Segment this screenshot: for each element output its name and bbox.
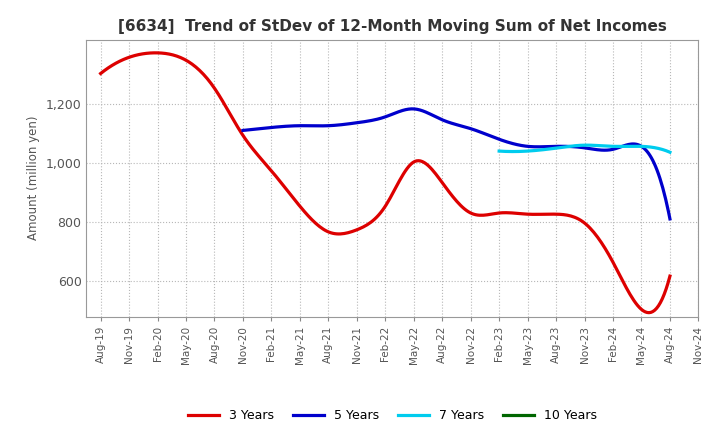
7 Years — [582, 143, 591, 148]
3 Years — [435, 176, 444, 182]
5 Years — [240, 128, 248, 133]
3 Years — [614, 270, 623, 275]
7 Years — [495, 148, 504, 154]
3 Years — [151, 50, 160, 55]
7 Years — [639, 144, 648, 149]
Legend: 3 Years, 5 Years, 7 Years, 10 Years: 3 Years, 5 Years, 7 Years, 10 Years — [183, 404, 602, 427]
7 Years — [600, 143, 608, 149]
7 Years — [650, 145, 659, 150]
Y-axis label: Amount (million yen): Amount (million yen) — [27, 116, 40, 240]
3 Years — [446, 192, 455, 197]
5 Years — [494, 136, 503, 142]
5 Years — [238, 128, 247, 133]
3 Years — [665, 274, 674, 279]
5 Years — [600, 147, 608, 153]
3 Years — [437, 179, 446, 184]
5 Years — [501, 139, 510, 144]
7 Years — [596, 143, 605, 148]
5 Years — [408, 106, 417, 111]
7 Years — [495, 148, 503, 154]
Line: 5 Years: 5 Years — [243, 109, 670, 219]
3 Years — [578, 219, 587, 224]
5 Years — [492, 136, 501, 141]
Line: 7 Years: 7 Years — [499, 145, 670, 152]
5 Years — [665, 216, 674, 221]
3 Years — [644, 310, 653, 315]
7 Years — [597, 143, 606, 148]
5 Years — [627, 141, 636, 147]
3 Years — [96, 71, 105, 76]
Line: 3 Years: 3 Years — [101, 53, 670, 313]
Title: [6634]  Trend of StDev of 12-Month Moving Sum of Net Incomes: [6634] Trend of StDev of 12-Month Moving… — [118, 19, 667, 34]
3 Years — [98, 70, 107, 75]
7 Years — [665, 150, 674, 155]
